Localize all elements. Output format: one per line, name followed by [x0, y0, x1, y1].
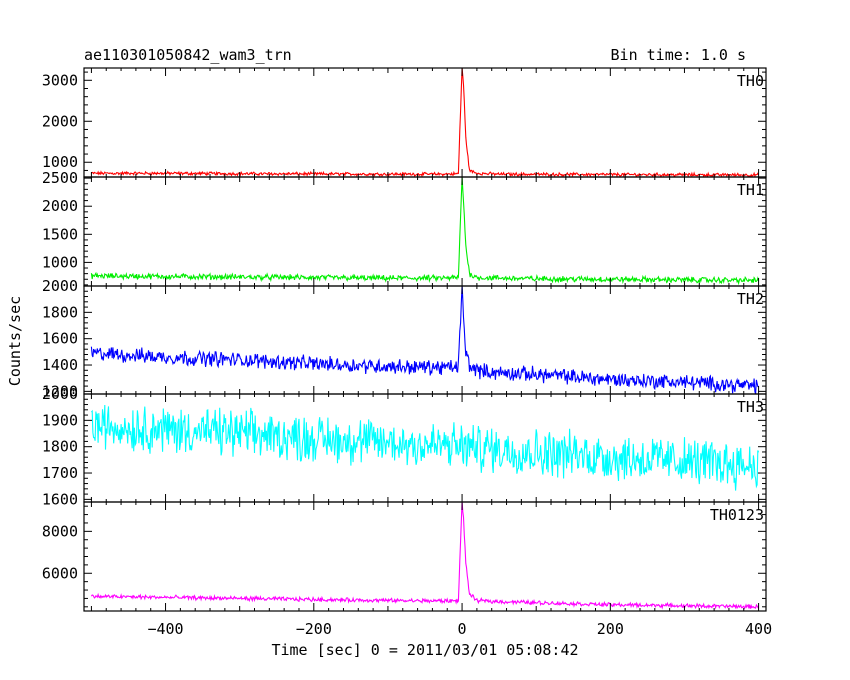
y-tick-label: 1600 [42, 330, 78, 348]
y-tick-label: 1200 [42, 382, 78, 400]
y-tick-label: 2000 [42, 112, 78, 130]
panel-frame [83, 501, 767, 612]
y-tick-label: 3000 [42, 71, 78, 89]
x-tick-label: −400 [147, 620, 183, 638]
x-tick-label: 400 [745, 620, 772, 638]
x-tick-label: 200 [597, 620, 624, 638]
y-tick-label: 8000 [42, 522, 78, 540]
panel-th2: 1200 1400 1600 1800 2000 TH2 [42, 277, 767, 400]
panel-th3: 1600 1700 1800 1900 2000 TH3 [42, 385, 767, 508]
panel-frame [83, 176, 767, 287]
series-line-th3 [90, 404, 760, 491]
y-tick-label: 2500 [42, 169, 78, 187]
y-axis-label: Counts/sec [6, 296, 24, 386]
panel-th1: 1000 1500 2000 2500 TH1 [42, 169, 767, 287]
bin-time-label: Bin time: 1.0 s [611, 46, 746, 64]
panel-label-th1: TH1 [737, 181, 764, 199]
y-tick-label: 2000 [42, 197, 78, 215]
series-line-th1 [90, 177, 760, 286]
x-tick-labels: −400 −200 0 200 400 [147, 620, 772, 638]
x-tick-label: −200 [296, 620, 332, 638]
y-tick-label: 1600 [42, 490, 78, 508]
y-tick-label: 1000 [42, 253, 78, 271]
y-tick-label: 6000 [42, 564, 78, 582]
series-line-th2 [90, 286, 759, 394]
series-line-th0 [91, 68, 760, 177]
y-tick-label: 1800 [42, 438, 78, 456]
series-line-th0123 [90, 502, 760, 610]
y-tick-label: 2000 [42, 277, 78, 295]
panel-frame [83, 67, 767, 178]
x-tick-label: 0 [458, 620, 467, 638]
x-axis-label: Time [sec] 0 = 2011/03/01 05:08:42 [271, 641, 578, 659]
panel-label-th0: TH0 [737, 72, 764, 90]
y-tick-label: 1700 [42, 464, 78, 482]
panel-label-th3: TH3 [737, 398, 764, 416]
y-tick-label: 1400 [42, 356, 78, 374]
y-tick-label: 1000 [42, 153, 78, 171]
y-tick-label: 1900 [42, 411, 78, 429]
panel-label-th0123: TH0123 [710, 506, 764, 524]
panel-label-th2: TH2 [737, 290, 764, 308]
panel-th0123: 6000 8000 TH0123 [42, 501, 767, 612]
y-tick-label: 1500 [42, 225, 78, 243]
y-tick-label: 2000 [42, 385, 78, 403]
y-tick-label: 1800 [42, 303, 78, 321]
chart-title: ae110301050842_wam3_trn [84, 46, 292, 64]
panel-th0: 1000 2000 3000 TH0 [42, 67, 767, 178]
